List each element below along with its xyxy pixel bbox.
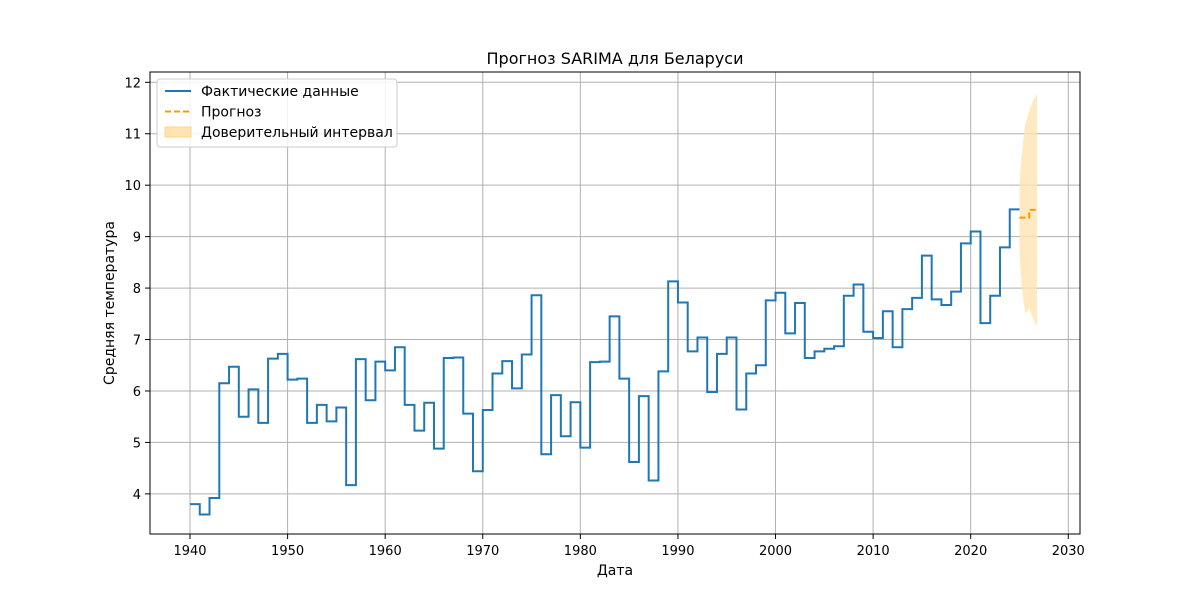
- legend-label-2: Доверительный интервал: [201, 125, 393, 141]
- legend-swatch-interval: [164, 126, 192, 138]
- x-tick-label-1960: 1960: [369, 544, 402, 559]
- x-tick-label-2020: 2020: [954, 544, 987, 559]
- y-tick-label-12: 12: [124, 76, 141, 91]
- y-tick-label-4: 4: [133, 488, 141, 503]
- y-tick-label-7: 7: [133, 334, 141, 349]
- grid: [150, 72, 1080, 534]
- y-tick-label-6: 6: [133, 385, 141, 400]
- x-tick-label-1990: 1990: [661, 544, 694, 559]
- legend-box: [156, 78, 398, 148]
- series-lines: [190, 208, 1038, 516]
- y-tick-label-10: 10: [124, 179, 141, 194]
- confidence-band: [1019, 93, 1038, 327]
- y-tick-label-11: 11: [124, 128, 141, 143]
- y-axis-ticks: 4 5 6 7 8 9 10 11 12: [124, 76, 150, 503]
- confidence-interval-area: [1019, 93, 1038, 327]
- y-axis-label: Средняя температура: [102, 221, 118, 385]
- x-axis-ticks: 1940 1950 1960 1970 1980 1990 2000 2010 2020 2030: [173, 534, 1085, 559]
- x-tick-label-1980: 1980: [564, 544, 597, 559]
- x-tick-label-2000: 2000: [759, 544, 792, 559]
- legend: Фактические данные Прогноз Доверительный и…: [156, 78, 398, 148]
- y-tick-label-5: 5: [133, 436, 141, 451]
- y-tick-label-8: 8: [133, 282, 141, 297]
- x-tick-label-1950: 1950: [271, 544, 304, 559]
- actual-data-line: [190, 208, 1020, 516]
- forecast-line: [1019, 208, 1038, 219]
- y-tick-label-9: 9: [133, 231, 141, 246]
- plot-area-frame: [149, 71, 1081, 535]
- legend-label-0: Фактические данные: [201, 84, 359, 100]
- x-tick-label-2010: 2010: [857, 544, 890, 559]
- x-axis-label: Дата: [597, 563, 633, 579]
- legend-label-1: Прогноз: [201, 105, 262, 121]
- x-tick-label-2030: 2030: [1052, 544, 1085, 559]
- chart-title: Прогноз SARIMA для Беларуси: [487, 49, 744, 68]
- x-tick-label-1940: 1940: [173, 544, 206, 559]
- x-tick-label-1970: 1970: [466, 544, 499, 559]
